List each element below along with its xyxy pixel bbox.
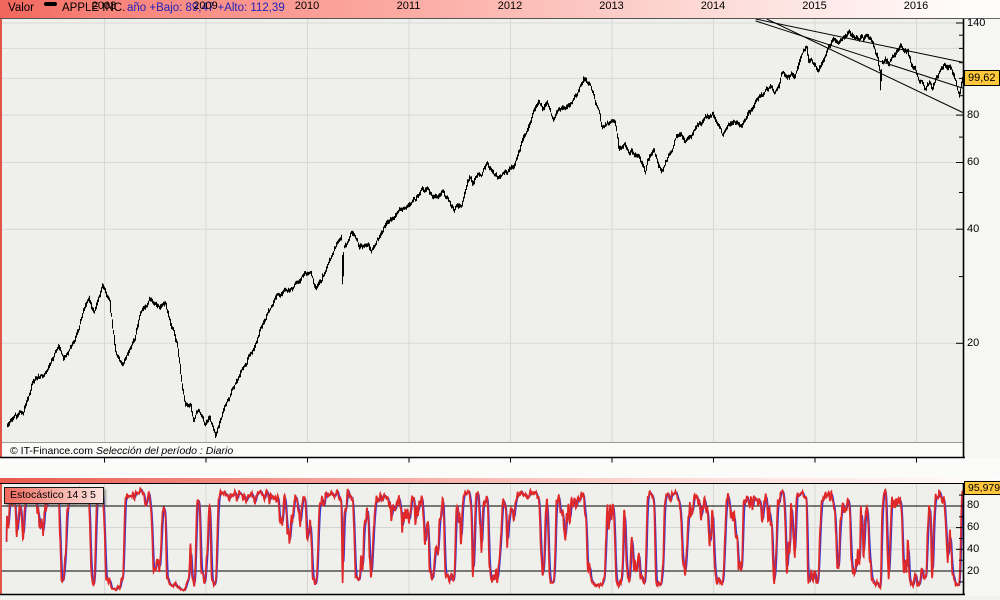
x-axis-year-label: 2016	[903, 0, 929, 12]
x-axis-year-label: 2012	[497, 0, 523, 12]
x-axis-year-label: 2010	[294, 0, 320, 12]
series-type-label: Valor	[8, 2, 34, 14]
x-axis-year-label: 2015	[802, 0, 827, 12]
x-axis-year-label: 2008	[91, 0, 117, 12]
price-axis-label: 60	[967, 155, 980, 168]
stochastic-axis-label: 40	[967, 542, 980, 555]
indicator-legend[interactable]: Estocástico 14 3 5	[4, 487, 104, 504]
copyright-label: © IT-Finance.com	[10, 445, 94, 457]
x-axis-year-label: 2014	[700, 0, 726, 12]
stochastic-panel-marker	[0, 484, 2, 594]
stochastic-axis-label: 20	[967, 564, 980, 577]
x-axis-year-label: 2011	[396, 0, 421, 12]
active-panel-marker	[0, 19, 2, 458]
stochastic-axis[interactable]	[965, 484, 1000, 596]
stochastic-value-tag: 95,979	[964, 481, 1000, 495]
chart-footer-strip: © IT-Finance.com Selección del período :…	[2, 442, 963, 459]
time-axis[interactable]	[0, 458, 1000, 478]
series-color-swatch-icon	[44, 2, 57, 6]
price-axis-label: 80	[967, 108, 980, 121]
price-axis[interactable]	[965, 19, 1000, 458]
period-selector-label[interactable]: Selección del período : Diario	[96, 445, 234, 457]
price-axis-label: 20	[967, 336, 980, 349]
stochastic-axis-label: 60	[967, 521, 980, 534]
price-chart-plot-area[interactable]	[2, 19, 963, 442]
instrument-name: APPLE INC.	[62, 2, 126, 14]
stochastic-axis-label: 80	[967, 499, 980, 512]
year-range-label: año +Bajo: 89,47 +Alto: 112,39	[127, 2, 285, 14]
last-price-tag: 99,62	[964, 70, 1000, 86]
price-axis-label: 40	[967, 222, 980, 235]
x-axis-year-label: 2013	[599, 0, 624, 12]
price-axis-label: 140	[967, 16, 986, 29]
stochastic-panel-divider	[0, 478, 1000, 483]
x-axis-year-label: 2009	[193, 0, 218, 12]
